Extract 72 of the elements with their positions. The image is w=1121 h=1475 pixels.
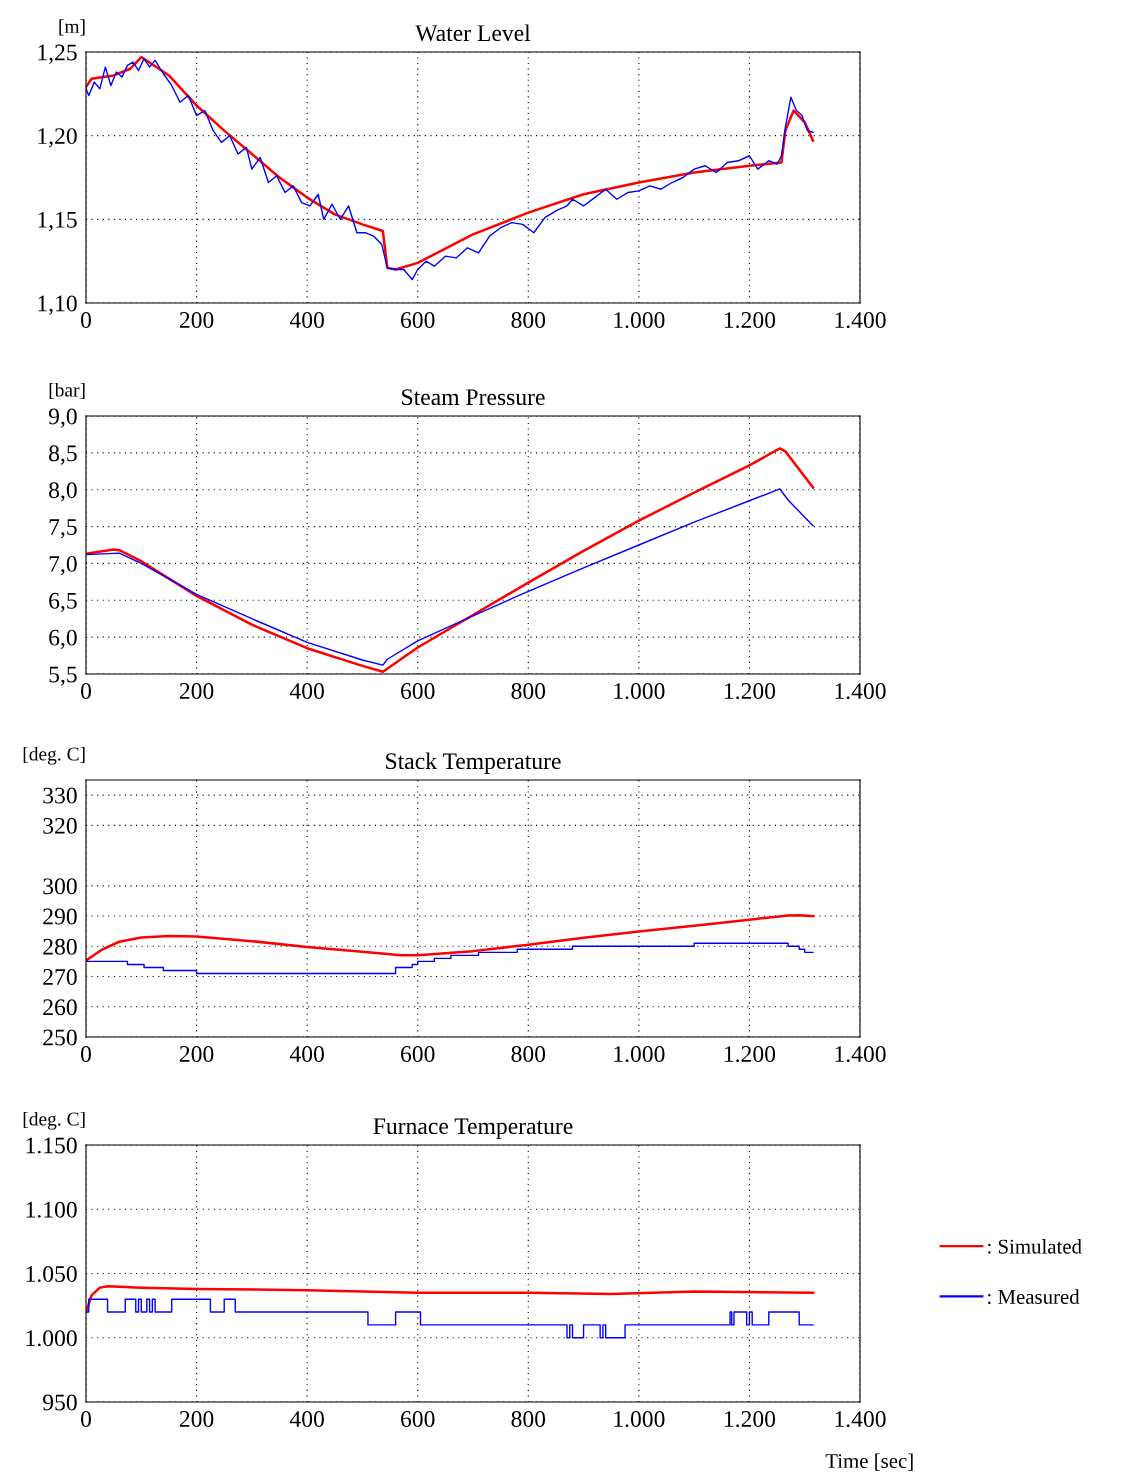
y-axis-title: [deg. C]	[23, 746, 85, 765]
x-tick-label: 200	[179, 683, 214, 699]
chart-title: Furnace Temperature	[373, 1118, 573, 1139]
line-series	[86, 913, 815, 962]
x-tick-label: 600	[401, 1046, 435, 1062]
y-tick-label: 1,20	[38, 128, 77, 148]
x-tick-label: 800	[511, 683, 546, 699]
x-tick-label: 400	[289, 1046, 324, 1062]
chart-title: Water Level	[415, 24, 531, 42]
x-tick-label: 1.000	[614, 312, 665, 329]
line-series	[86, 447, 815, 674]
x-tick-label: 1.200	[724, 1411, 776, 1428]
y-tick-label: 1.050	[26, 1265, 77, 1283]
y-tick-label: 300	[43, 878, 77, 895]
x-tick-label: 400	[289, 312, 324, 328]
x-tick-label: 1.200	[724, 312, 776, 329]
x-tick-label: 1.200	[724, 1046, 776, 1063]
x-tick-label: 1.400	[835, 683, 886, 700]
y-tick-label: 260	[43, 999, 77, 1016]
x-tick-label: 0	[81, 312, 91, 328]
y-tick-label: 330	[43, 787, 77, 804]
x-tick-label: 200	[179, 1046, 214, 1062]
y-tick-label: 320	[43, 817, 77, 834]
y-tick-label: 1.000	[26, 1330, 77, 1347]
y-tick-label: 1,25	[38, 44, 77, 64]
x-tick-label: 200	[179, 1411, 214, 1427]
x-tick-label: 800	[511, 1046, 546, 1062]
y-tick-label: 8,0	[49, 482, 77, 502]
y-tick-label: 280	[43, 938, 77, 955]
y-tick-label: 250	[43, 1029, 77, 1046]
x-tick-label: 600	[401, 1411, 435, 1427]
y-tick-label: 1,10	[38, 295, 77, 315]
x-tick-label: 800	[511, 1411, 546, 1427]
x-tick-label: 1.000	[614, 1411, 665, 1428]
y-axis-title: [bar]	[49, 382, 85, 399]
x-tick-label: 1.200	[724, 683, 776, 700]
y-tick-label: 8,5	[49, 445, 77, 465]
y-axis-title: [deg. C]	[23, 1111, 85, 1130]
line-series	[86, 488, 814, 666]
y-tick-label: 290	[43, 908, 77, 925]
x-tick-label: 1.400	[835, 1411, 886, 1428]
x-tick-label: 400	[289, 1411, 324, 1427]
y-tick-label: 7,5	[49, 519, 77, 539]
chart-title: Stack Temperature	[386, 752, 561, 774]
y-tick-label: 270	[43, 969, 77, 985]
x-tick-label: 1.400	[835, 1046, 886, 1063]
x-tick-label: 200	[179, 312, 214, 328]
x-tick-label: 1.400	[835, 312, 886, 329]
y-tick-label: 6,5	[49, 592, 77, 613]
chart-title: Steam Pressure	[402, 389, 545, 406]
x-tick-label: 0	[81, 1411, 91, 1427]
y-tick-label: 6,0	[49, 629, 77, 649]
y-tick-label: 5,5	[49, 666, 77, 686]
x-tick-label: 1.000	[614, 683, 665, 700]
x-tick-label: 0	[81, 683, 91, 699]
y-tick-label: 950	[43, 1394, 77, 1411]
x-tick-label: 600	[401, 312, 435, 328]
y-tick-label: 1,15	[38, 211, 77, 232]
y-tick-label: 1.100	[26, 1201, 77, 1218]
y-tick-label: 1.150	[26, 1137, 77, 1154]
legend-label: : Measured	[988, 1289, 1080, 1304]
legend-label: : Simulated	[988, 1238, 1082, 1254]
x-axis-title: Time [sec]	[825, 1453, 913, 1471]
line-series	[86, 1285, 815, 1314]
y-tick-label: 9,0	[48, 408, 77, 428]
x-tick-label: 600	[401, 683, 435, 699]
y-tick-label: 7,0	[49, 555, 77, 576]
x-tick-label: 1.000	[614, 1046, 665, 1063]
x-tick-label: 800	[511, 312, 546, 328]
x-tick-label: 400	[289, 683, 324, 699]
x-tick-label: 0	[81, 1046, 91, 1062]
y-axis-title: [m]	[59, 19, 85, 36]
